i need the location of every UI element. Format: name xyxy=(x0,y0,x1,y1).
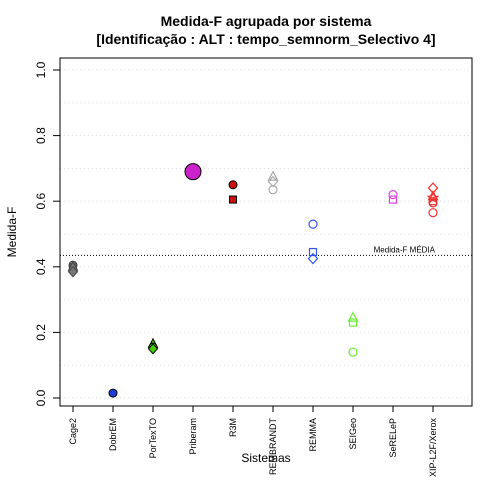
data-point xyxy=(428,198,438,208)
data-point xyxy=(426,191,440,204)
y-axis: 0.0 0.2 0.4 0.6 0.8 1.0 xyxy=(34,61,60,406)
data-point xyxy=(147,343,159,355)
data-point xyxy=(267,175,279,188)
y-tick-label: 1.0 xyxy=(34,61,48,78)
data-point xyxy=(307,252,319,265)
x-tick-label: REMMA xyxy=(308,418,318,452)
data-point xyxy=(308,219,318,229)
x-tick-label: DobrEM xyxy=(108,418,118,451)
data-point xyxy=(388,195,398,204)
data-points xyxy=(67,163,440,398)
data-point xyxy=(184,163,202,181)
data-point xyxy=(229,195,237,204)
x-tick-label: XIP-L2F/Xerox xyxy=(428,418,438,478)
x-tick-label: REMBRANDT xyxy=(268,418,278,476)
y-tick-label: 0.6 xyxy=(34,193,48,210)
y-axis-label: Medida-F xyxy=(5,207,19,258)
x-axis-label: Sistemas xyxy=(241,451,290,465)
x-tick-label: PorTexTO xyxy=(148,418,158,458)
x-tick-label: Cage2 xyxy=(68,418,78,445)
x-tick-label: SeRELeP xyxy=(388,418,398,458)
data-point xyxy=(348,347,358,357)
y-tick-label: 0.4 xyxy=(34,258,48,275)
grid-lines xyxy=(60,69,472,399)
reference-line-label: Medida-F MÉDIA xyxy=(374,245,436,254)
plot-frame xyxy=(59,57,473,407)
reference-line-group: Medida-F MÉDIA xyxy=(60,245,472,256)
data-point xyxy=(348,318,358,327)
y-tick-label: 0.8 xyxy=(34,127,48,144)
x-tick-label: Priberam xyxy=(188,418,198,455)
data-point xyxy=(308,247,318,257)
data-point xyxy=(268,185,278,195)
x-tick-label: SEIGeo xyxy=(348,418,358,450)
chart-title: Medida-F agrupada por sistema xyxy=(161,13,372,29)
data-point xyxy=(347,311,359,322)
data-point xyxy=(108,388,118,398)
data-point xyxy=(428,208,438,218)
data-point xyxy=(67,265,79,278)
y-tick-label: 0.2 xyxy=(34,324,48,341)
y-tick-label: 0.0 xyxy=(34,389,48,406)
x-axis: Cage2 DobrEM PorTexTO Priberam R3M REMBRANDT R… xyxy=(68,406,438,477)
data-point xyxy=(228,180,238,190)
x-tick-label: R3M xyxy=(228,418,238,437)
chart-subtitle: [Identificação : ALT : tempo_semnorm_Sel… xyxy=(96,31,435,47)
data-point xyxy=(388,190,398,200)
data-point xyxy=(267,170,279,181)
